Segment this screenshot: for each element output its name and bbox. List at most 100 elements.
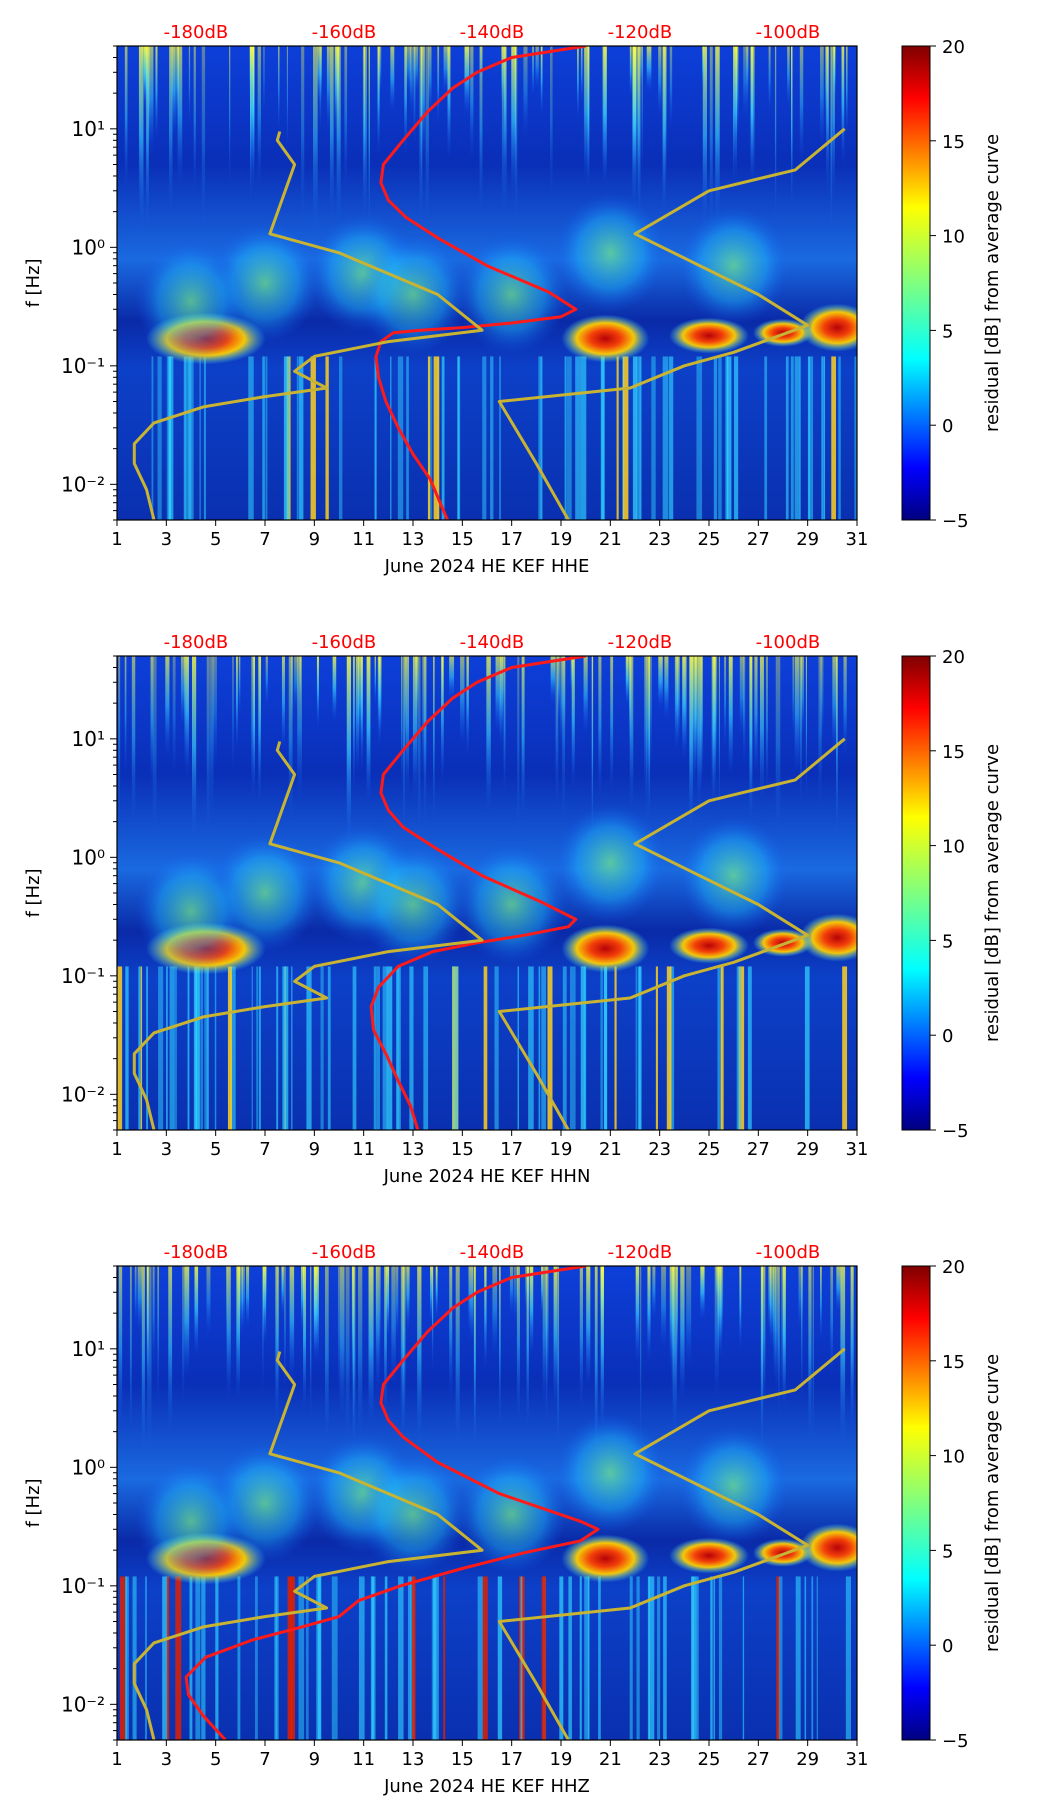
hf-streak [700, 656, 703, 785]
hf-streak [553, 1266, 558, 1408]
y-tick-label: 10⁻¹ [61, 1574, 105, 1598]
top-db-label: -120dB [608, 1242, 673, 1263]
y-tick-label: 10¹ [72, 1337, 105, 1361]
hf-streak [403, 656, 405, 837]
colorbar-label: residual [dB] from average curve [982, 134, 1003, 432]
hf-streak [749, 656, 753, 823]
colorbar-tick-label: 0 [942, 416, 953, 437]
hf-streak [368, 1266, 374, 1424]
hf-streak [168, 1266, 173, 1432]
hf-streak [468, 1266, 471, 1334]
lf-streak [117, 966, 123, 1130]
hf-streak [743, 46, 749, 119]
diffuse-band [555, 1412, 666, 1533]
top-db-label: -120dB [608, 22, 673, 43]
lf-streak [175, 966, 177, 1130]
hf-streak [366, 656, 371, 805]
hf-streak [739, 656, 744, 738]
lf-streak [382, 966, 388, 1130]
hf-streak [733, 46, 738, 179]
hf-streak [686, 1266, 692, 1370]
x-tick-label: 17 [500, 1139, 523, 1160]
x-tick-label: 21 [599, 1749, 622, 1770]
hf-streak [718, 656, 720, 818]
colorbar-tick-label: 5 [942, 321, 953, 342]
hf-streak [832, 46, 835, 197]
hf-streak [358, 656, 363, 745]
hf-streak [374, 656, 376, 705]
lf-streak [386, 966, 393, 1130]
hf-streak [138, 46, 141, 218]
x-tick-label: 15 [451, 1139, 474, 1160]
hf-streak [332, 656, 337, 722]
lf-streak [713, 356, 718, 520]
x-tick-label: 9 [309, 1139, 320, 1160]
hf-streak [428, 46, 432, 114]
hf-streak [690, 656, 694, 741]
hf-streak [124, 656, 127, 777]
diffuse-band [358, 1454, 468, 1575]
hf-streak [176, 46, 180, 128]
lf-streak [262, 356, 265, 520]
diffuse-band [136, 241, 246, 362]
hf-streak [765, 656, 768, 794]
x-tick-label: 19 [550, 529, 573, 550]
hf-streak [301, 46, 305, 221]
microseism-hotspot [799, 913, 857, 962]
lf-streak [166, 966, 168, 1130]
y-axis-label: f [Hz] [23, 258, 44, 307]
lf-streak [214, 966, 217, 1130]
hf-streak [774, 46, 777, 224]
hf-streak [155, 46, 158, 141]
diffuse-band [136, 851, 246, 972]
lf-streak [497, 1576, 503, 1740]
lf-streak [151, 356, 154, 520]
hf-streak [346, 656, 351, 846]
hf-streak [432, 1266, 434, 1371]
lf-streak [718, 356, 722, 520]
colorbar-tick-label: 20 [942, 37, 965, 58]
colorbar-label: residual [dB] from average curve [982, 744, 1003, 1042]
hf-streak [430, 1266, 433, 1324]
lf-streak [629, 1576, 633, 1740]
hf-streak [540, 46, 543, 116]
top-db-label: -180dB [164, 1242, 229, 1263]
hf-streak [157, 1266, 160, 1409]
lf-streak [785, 356, 789, 520]
hf-streak [801, 1266, 803, 1404]
lf-streak [145, 1576, 147, 1740]
hf-streak [715, 46, 720, 224]
hf-streak [773, 1266, 776, 1377]
lf-streak [412, 1576, 416, 1740]
hf-streak [832, 656, 837, 753]
hf-streak [768, 46, 771, 113]
lf-streak [838, 356, 841, 520]
lf-streak [601, 356, 605, 520]
low-noise-model-curve [132, 741, 484, 1130]
hf-streak [676, 1266, 678, 1369]
colorbar-tick-label: 20 [942, 647, 965, 668]
lf-streak [598, 1576, 601, 1740]
hf-streak [286, 46, 288, 152]
lf-streak [396, 966, 401, 1130]
hf-streak [194, 1266, 199, 1356]
hf-streak [353, 656, 355, 789]
colorbar-tick-label: 0 [942, 1026, 953, 1047]
lf-streak [778, 1576, 783, 1740]
hf-streak [635, 1266, 640, 1361]
hf-streak [150, 656, 154, 787]
lf-streak [183, 356, 186, 520]
hf-streak [484, 1266, 487, 1370]
hf-streak [542, 1266, 546, 1408]
y-tick-label: 10⁻² [61, 1082, 105, 1106]
hf-streak [805, 656, 807, 801]
hf-streak [447, 46, 451, 159]
lf-streak [352, 966, 357, 1130]
hf-streak [669, 46, 673, 130]
x-tick-label: 29 [796, 1139, 819, 1160]
lf-streak [187, 966, 190, 1130]
lf-streak [603, 966, 607, 1130]
hf-streak [470, 46, 474, 158]
lf-streak [409, 966, 414, 1130]
